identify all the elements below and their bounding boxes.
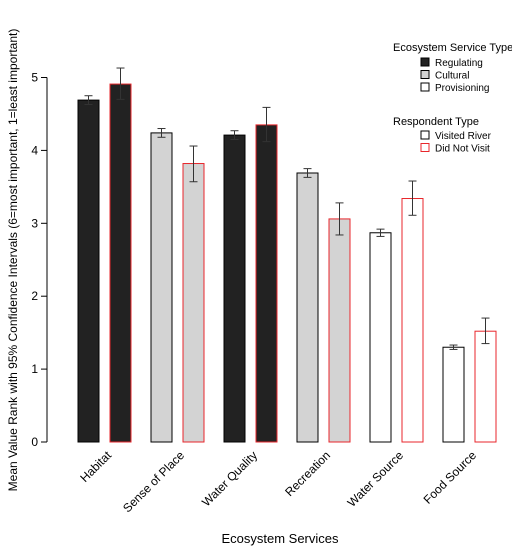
x-tick-label: Recreation — [282, 448, 333, 499]
x-axis-label: Ecosystem Services — [221, 531, 339, 546]
error-bar — [481, 317, 490, 345]
bars — [77, 83, 497, 443]
x-tick-label: Water Source — [345, 448, 407, 510]
y-tick-label: 0 — [31, 435, 38, 449]
bar-water-source-visited — [369, 232, 392, 443]
legend-label: Provisioning — [435, 83, 489, 94]
error-bars — [84, 67, 490, 350]
legend-label: Cultural — [435, 71, 469, 82]
x-tick-label: Water Quality — [199, 448, 260, 509]
error-bar — [84, 95, 93, 105]
y-tick-label: 5 — [31, 71, 38, 85]
x-tick-label: Sense of Place — [120, 448, 187, 515]
legend-swatch — [420, 57, 430, 67]
legend-swatch — [420, 82, 430, 92]
error-bar — [303, 168, 312, 178]
y-tick-label: 2 — [31, 289, 38, 303]
bar-water-source-not-visited — [401, 198, 424, 443]
y-tick-label: 4 — [31, 143, 38, 157]
legend: Ecosystem Service Type Respondent Type R… — [393, 42, 512, 155]
legend-swatch — [420, 130, 430, 140]
bar-sense-of-place-not-visited — [182, 163, 205, 443]
legend-label: Regulating — [435, 58, 483, 69]
error-bar — [262, 106, 271, 143]
y-tick-label: 3 — [31, 216, 38, 230]
error-bar — [157, 128, 166, 138]
error-bar — [449, 344, 458, 350]
bar-food-source-visited — [442, 346, 465, 443]
x-tick-label: Food Source — [421, 448, 480, 507]
legend-swatch — [420, 143, 430, 152]
legend-title-service-type: Ecosystem Service Type — [393, 42, 512, 54]
bar-habitat-visited — [77, 99, 100, 443]
legend-swatch — [420, 70, 430, 79]
error-bar — [116, 67, 125, 100]
legend-label: Did Not Visit — [435, 144, 490, 155]
legend-label: Visited River — [435, 131, 492, 142]
x-tick-labels: Habitat Sense of Place Water Quality Recrea… — [77, 448, 479, 515]
bar-recreation-visited — [296, 172, 319, 443]
y-axis-label: Mean Value Rank with 95% Confidence Inte… — [6, 29, 20, 492]
error-bar — [189, 145, 198, 183]
error-bar — [408, 180, 417, 216]
error-bar — [230, 130, 239, 140]
y-tick-label: 1 — [31, 362, 38, 376]
bar-habitat-not-visited — [109, 83, 132, 443]
bar-food-source-not-visited — [474, 330, 497, 443]
error-bar — [376, 228, 385, 237]
bar-recreation-not-visited — [328, 218, 351, 443]
bar-water-quality-not-visited — [255, 124, 278, 443]
y-ticks: 0 1 2 3 4 5 — [31, 71, 47, 449]
error-bar — [335, 202, 344, 236]
x-tick-label: Habitat — [77, 448, 114, 485]
bar-sense-of-place-visited — [150, 132, 173, 443]
legend-title-respondent-type: Respondent Type — [393, 116, 479, 128]
bar-water-quality-visited — [223, 134, 246, 443]
